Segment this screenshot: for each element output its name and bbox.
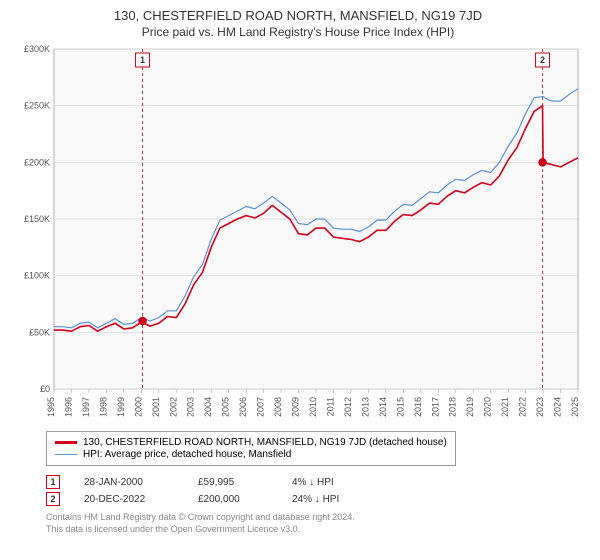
svg-text:2023: 2023 bbox=[535, 397, 545, 417]
chart-area: £0 £50K £100K £150K £200K £250K £300K 1995 1996 1… bbox=[8, 43, 588, 423]
sale-marker-box: 1 bbox=[46, 475, 60, 489]
svg-text:2014: 2014 bbox=[378, 397, 388, 417]
svg-text:2: 2 bbox=[540, 55, 545, 65]
svg-text:£100K: £100K bbox=[24, 271, 50, 281]
svg-text:2007: 2007 bbox=[256, 397, 266, 417]
chart-subtitle: Price paid vs. HM Land Registry's House … bbox=[8, 25, 588, 39]
svg-text:2019: 2019 bbox=[465, 397, 475, 417]
svg-text:2022: 2022 bbox=[518, 397, 528, 417]
svg-text:2016: 2016 bbox=[413, 397, 423, 417]
legend-label: 130, CHESTERFIELD ROAD NORTH, MANSFIELD,… bbox=[83, 437, 447, 448]
svg-text:2017: 2017 bbox=[430, 397, 440, 417]
chart-title: 130, CHESTERFIELD ROAD NORTH, MANSFIELD,… bbox=[8, 8, 588, 23]
svg-text:2000: 2000 bbox=[133, 397, 143, 417]
svg-text:£150K: £150K bbox=[24, 214, 50, 224]
svg-text:1995: 1995 bbox=[46, 397, 56, 417]
legend-row: HPI: Average price, detached house, Mans… bbox=[55, 449, 447, 460]
sale-pct: 4% ↓ HPI bbox=[292, 477, 392, 488]
svg-text:2002: 2002 bbox=[168, 397, 178, 417]
svg-text:1: 1 bbox=[140, 55, 145, 65]
svg-text:2018: 2018 bbox=[448, 397, 458, 417]
svg-text:2020: 2020 bbox=[483, 397, 493, 417]
legend-label: HPI: Average price, detached house, Mans… bbox=[83, 449, 291, 460]
svg-text:£250K: £250K bbox=[24, 101, 50, 111]
svg-text:1998: 1998 bbox=[98, 397, 108, 417]
svg-text:2003: 2003 bbox=[186, 397, 196, 417]
sale-price: £200,000 bbox=[198, 494, 268, 505]
svg-text:1996: 1996 bbox=[63, 397, 73, 417]
svg-text:2011: 2011 bbox=[325, 397, 335, 416]
sale-row: 1 28-JAN-2000 £59,995 4% ↓ HPI bbox=[46, 475, 588, 489]
svg-text:£300K: £300K bbox=[24, 44, 50, 54]
svg-text:2009: 2009 bbox=[291, 397, 301, 417]
svg-text:2015: 2015 bbox=[395, 397, 405, 417]
svg-text:2004: 2004 bbox=[203, 397, 213, 417]
footer-line2: This data is licensed under the Open Gov… bbox=[46, 524, 588, 536]
svg-text:2012: 2012 bbox=[343, 397, 353, 417]
sale-pct: 24% ↓ HPI bbox=[292, 494, 392, 505]
sale-marker-box: 2 bbox=[46, 492, 60, 506]
svg-text:£200K: £200K bbox=[24, 157, 50, 167]
svg-text:2025: 2025 bbox=[570, 397, 580, 417]
footer-line1: Contains HM Land Registry data © Crown c… bbox=[46, 512, 588, 524]
svg-text:£50K: £50K bbox=[29, 327, 50, 337]
sale-price: £59,995 bbox=[198, 477, 268, 488]
svg-text:2006: 2006 bbox=[238, 397, 248, 417]
legend-swatch bbox=[55, 441, 77, 444]
svg-text:2013: 2013 bbox=[360, 397, 370, 417]
sale-date: 28-JAN-2000 bbox=[84, 477, 174, 488]
svg-text:1997: 1997 bbox=[81, 397, 91, 417]
svg-text:2005: 2005 bbox=[221, 397, 231, 417]
chart-svg: £0 £50K £100K £150K £200K £250K £300K 1995 1996 1… bbox=[8, 43, 588, 423]
legend-swatch bbox=[55, 454, 77, 456]
svg-text:2008: 2008 bbox=[273, 397, 283, 417]
sale-date: 20-DEC-2022 bbox=[84, 494, 174, 505]
sales-table: 1 28-JAN-2000 £59,995 4% ↓ HPI 2 20-DEC-2022 £… bbox=[46, 475, 588, 506]
svg-text:2001: 2001 bbox=[151, 397, 161, 417]
footer-attribution: Contains HM Land Registry data © Crown c… bbox=[46, 512, 588, 535]
svg-text:2021: 2021 bbox=[500, 397, 510, 417]
svg-text:2024: 2024 bbox=[553, 397, 563, 417]
legend-row: 130, CHESTERFIELD ROAD NORTH, MANSFIELD,… bbox=[55, 437, 447, 448]
chart-container: 130, CHESTERFIELD ROAD NORTH, MANSFIELD,… bbox=[0, 0, 600, 560]
svg-text:2010: 2010 bbox=[308, 397, 318, 417]
svg-text:1999: 1999 bbox=[116, 397, 126, 417]
sale-row: 2 20-DEC-2022 £200,000 24% ↓ HPI bbox=[46, 492, 588, 506]
legend: 130, CHESTERFIELD ROAD NORTH, MANSFIELD,… bbox=[46, 431, 456, 466]
svg-text:£0: £0 bbox=[40, 384, 50, 394]
